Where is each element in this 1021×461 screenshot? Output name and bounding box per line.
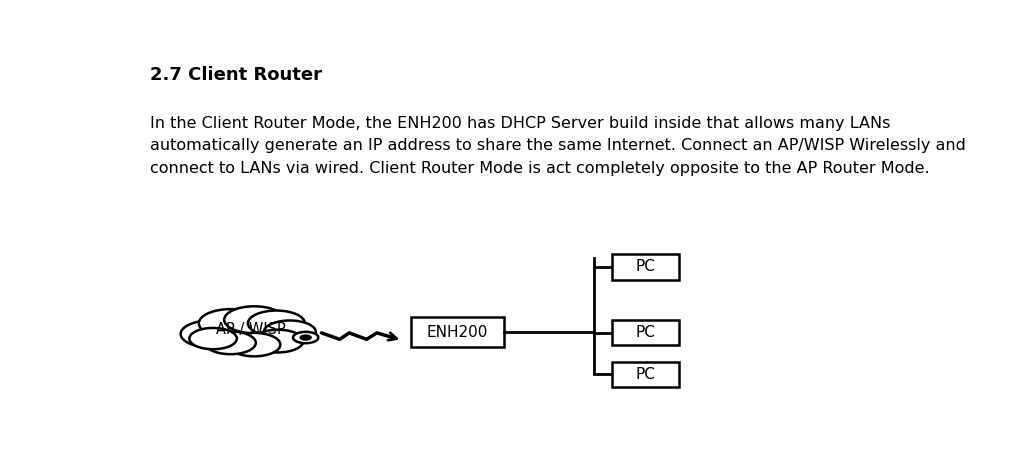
Text: ENH200: ENH200: [427, 325, 488, 339]
Text: AP / WISP: AP / WISP: [216, 322, 286, 337]
FancyBboxPatch shape: [612, 320, 679, 345]
FancyBboxPatch shape: [612, 254, 679, 280]
Text: PC: PC: [636, 325, 655, 340]
Circle shape: [189, 328, 237, 349]
Circle shape: [293, 332, 319, 343]
Text: PC: PC: [636, 260, 655, 274]
Circle shape: [300, 335, 311, 340]
Circle shape: [181, 320, 241, 348]
Circle shape: [199, 309, 262, 337]
FancyBboxPatch shape: [410, 317, 504, 347]
Circle shape: [252, 330, 303, 352]
Text: 2.7 Client Router: 2.7 Client Router: [150, 66, 322, 84]
Text: PC: PC: [636, 367, 655, 382]
Text: In the Client Router Mode, the ENH200 has DHCP Server build inside that allows m: In the Client Router Mode, the ENH200 ha…: [150, 116, 966, 176]
Circle shape: [228, 333, 281, 356]
Circle shape: [248, 311, 305, 336]
Circle shape: [263, 320, 315, 344]
FancyBboxPatch shape: [612, 362, 679, 387]
Circle shape: [205, 331, 256, 354]
Circle shape: [225, 306, 284, 333]
